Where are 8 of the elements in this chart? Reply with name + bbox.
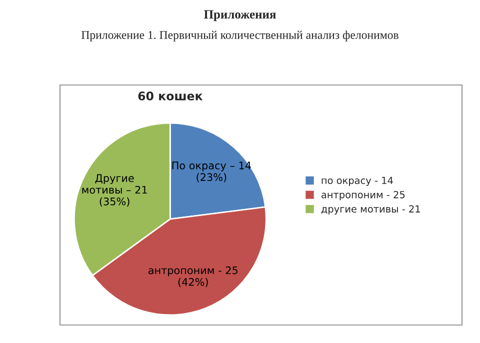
data-label: Другие мотивы – 21 (35%) [82,174,147,207]
text: Приложение 1. Первичный количественный анализ фелонимов [82,30,398,42]
chart-title: 60 кошек [138,91,203,100]
text: Приложения [204,10,276,22]
legend-label: по окрасу - 14 [322,176,393,186]
legend-label: другие мотивы - 21 [321,205,420,214]
data-label: антропоним - 25 (42%) [148,266,238,288]
legend-label: антропоним - 25 [322,190,405,200]
